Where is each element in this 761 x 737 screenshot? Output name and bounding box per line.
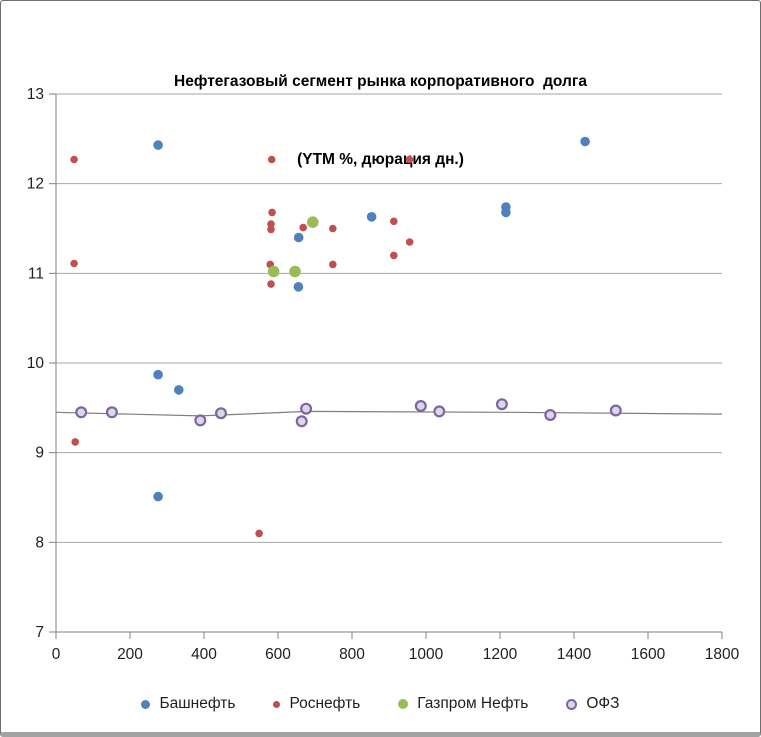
x-axis-label: 200 [117,646,143,663]
data-point-4 [609,404,622,417]
chart-legend: Башнефть Роснефть Газпром Нефть ОФЗ [1,695,760,713]
legend-label: Башнефть [159,695,236,712]
trendline [55,410,723,417]
data-point-2 [267,280,275,288]
data-point-4 [495,398,508,411]
data-point-2 [71,438,79,446]
y-axis-label: 9 [35,445,44,462]
x-axis-label: 600 [265,646,291,663]
legend-marker-icon [273,700,281,708]
data-point-2 [405,238,414,246]
data-point-1 [366,212,377,222]
data-point-1 [293,282,304,292]
data-point-2 [267,155,276,164]
data-point-1 [153,491,163,502]
y-axis-label: 11 [28,265,44,282]
data-point-2 [329,260,337,269]
legend-marker-icon [566,698,578,710]
data-point-3 [267,265,280,278]
data-point-2 [70,259,78,268]
data-point-2 [299,223,308,232]
x-axis-label: 800 [339,646,365,663]
data-point-2 [405,155,414,164]
data-point-4 [194,414,207,427]
data-point-3 [307,216,319,228]
x-axis-label: 1800 [705,646,740,663]
y-axis-label: 8 [35,534,44,551]
data-point-4 [105,406,118,419]
data-point-2 [390,217,398,226]
y-axis-label: 12 [27,176,44,193]
data-point-4 [414,400,427,413]
legend-label: Роснефть [289,695,361,712]
data-point-2 [255,529,263,538]
legend-item-4: ОФЗ [566,695,620,713]
data-point-2 [70,155,78,164]
data-point-1 [153,140,163,150]
legend-marker-icon [398,699,409,709]
y-axis-label: 7 [35,624,44,641]
chart-title-line1: Нефтегазовый сегмент рынка корпоративног… [174,73,587,90]
legend-item-3: Газпром Нефть [398,695,528,713]
chart-title-line2: (YTM %, дюрация дн.) [297,151,464,168]
data-point-2 [267,225,275,234]
data-point-3 [289,265,301,278]
data-point-4 [295,415,308,428]
chart-title: Нефтегазовый сегмент рынка корпоративног… [1,17,760,225]
x-axis-label: 400 [191,646,217,663]
data-point-4 [215,407,228,420]
legend-item-2: Роснефть [273,695,360,713]
x-axis-label: 0 [52,646,61,663]
data-point-2 [268,208,276,217]
data-point-1 [580,136,590,147]
y-axis-label: 10 [27,355,45,372]
data-point-4 [75,406,88,419]
data-point-4 [300,402,313,415]
legend-item-1: Башнефть [141,695,235,713]
x-axis-label: 1600 [631,646,666,663]
data-point-4 [433,405,446,418]
data-point-2 [329,224,337,233]
legend-marker-icon [141,699,151,709]
x-axis-label: 1000 [409,646,444,663]
data-point-1 [293,232,304,243]
data-point-1 [153,369,163,380]
x-axis-label: 1400 [557,646,592,663]
data-point-4 [544,409,557,422]
legend-label: ОФЗ [586,695,620,712]
data-point-2 [267,220,275,228]
data-point-1 [501,207,511,218]
legend-label: Газпром Нефть [417,695,529,712]
data-point-1 [174,385,184,395]
y-axis-label: 13 [27,86,44,103]
data-point-2 [390,251,398,260]
x-axis-label: 1200 [483,646,518,663]
